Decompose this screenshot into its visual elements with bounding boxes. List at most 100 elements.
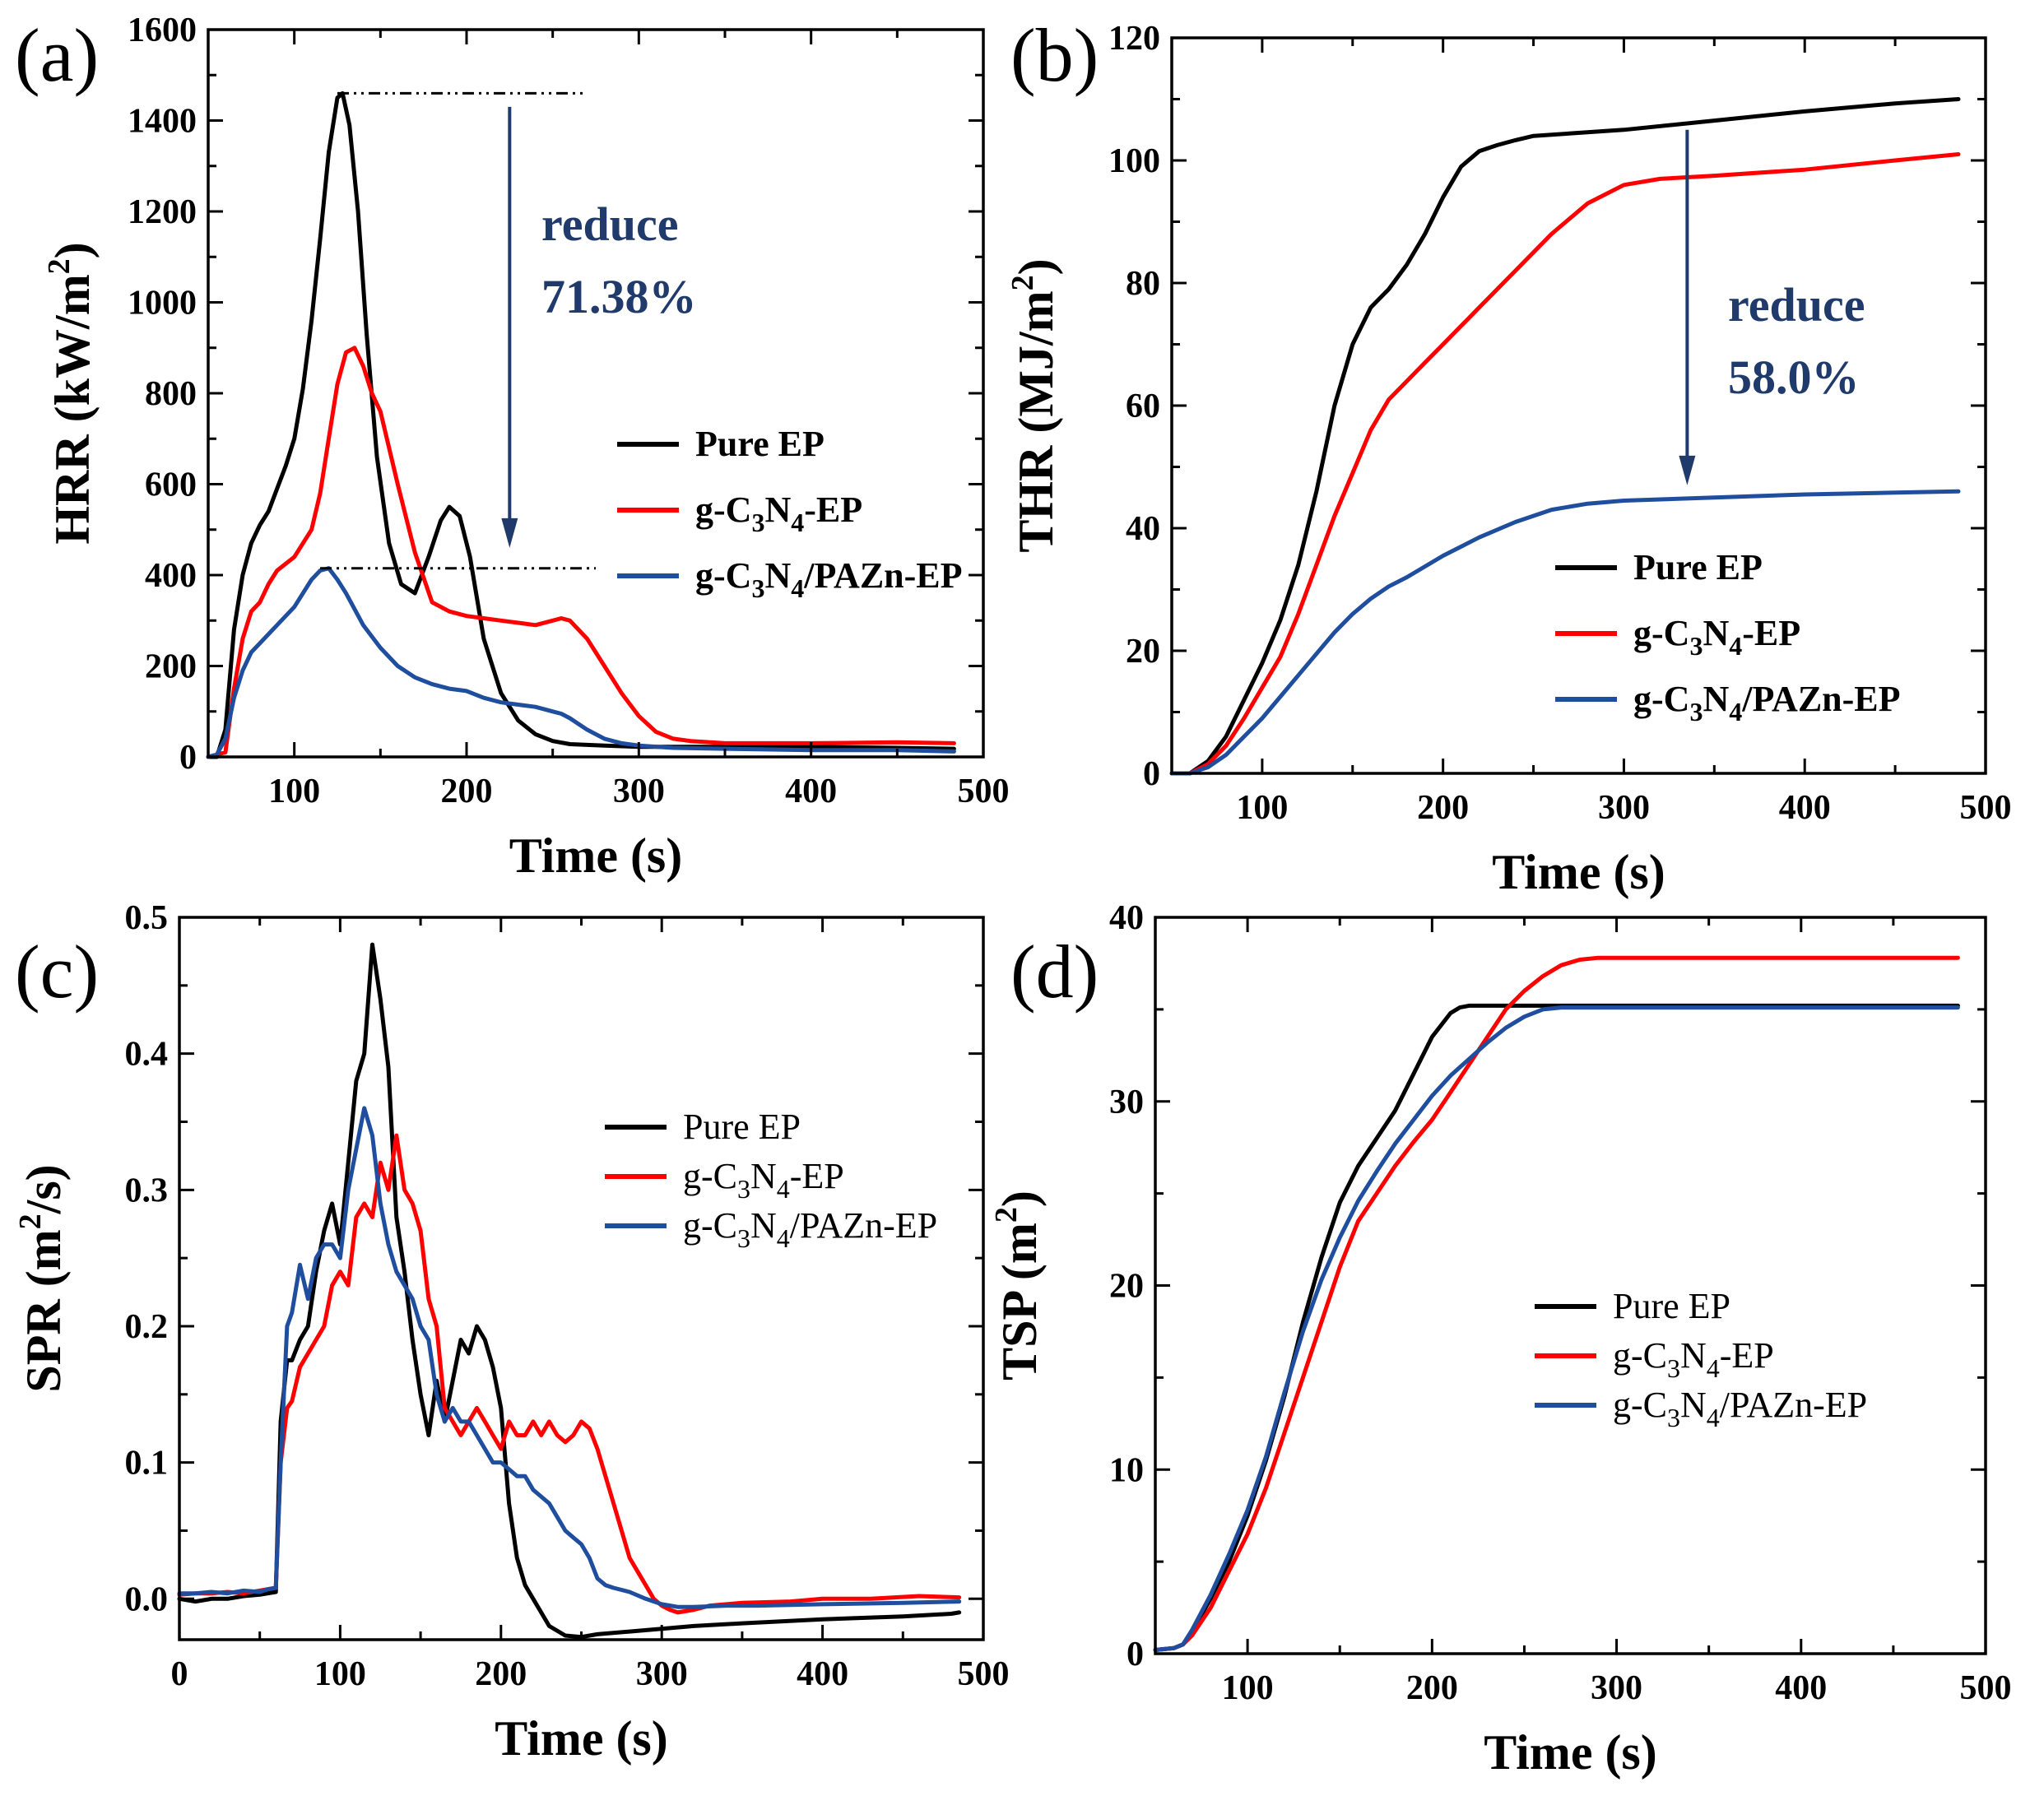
legend: Pure EPg-C3N4-EPg-C3N4/PAZn-EP (1535, 1286, 1867, 1432)
reduction-annotation: reduce 71.38% (320, 91, 697, 570)
legend-label-suffix: /PAZn-EP (1741, 679, 1900, 719)
y-axis-label-main: HRR (kW/m (45, 274, 100, 544)
y-axis-label-superscript: 2 (42, 258, 77, 274)
y-tick-label: 10 (1109, 1451, 1144, 1489)
x-tick-label: 100 (1236, 789, 1288, 827)
legend-label-mid: N (764, 490, 791, 530)
y-tick-label: 0.2 (125, 1308, 169, 1346)
y-tick-label: 0.4 (125, 1036, 169, 1074)
y-tick-label: 200 (145, 648, 197, 686)
legend-label-suffix: -EP (804, 490, 862, 530)
y-tick-label: 1400 (128, 103, 197, 141)
y-axis-label-superscript: 2 (1006, 275, 1040, 290)
legend-label-mid: N (1703, 613, 1729, 653)
y-tick-label: 20 (1109, 1268, 1144, 1306)
legend-label-suffix: -EP (1720, 1335, 1774, 1376)
reduction-arrow-head (501, 517, 518, 548)
panel-label: (c) (15, 930, 99, 1014)
series-line-0 (1153, 1003, 1960, 1652)
legend-label: g-C3N4/PAZn-EP (683, 1205, 937, 1253)
x-tick-label: 400 (785, 773, 837, 810)
x-axis-label: Time (s) (1484, 1725, 1657, 1780)
y-axis-label: HRR (kW/m2) (42, 242, 100, 544)
y-tick-label: 800 (145, 375, 197, 413)
legend-label-prefix: g-C (1613, 1385, 1667, 1425)
legend-label-subscript: 4 (777, 1223, 790, 1253)
legend-label-suffix: /PAZn-EP (803, 555, 962, 596)
legend-label-mid: N (1680, 1385, 1707, 1425)
y-axis-label-main: SPR (m (16, 1229, 71, 1392)
legend-label: g-C3N4/PAZn-EP (1613, 1385, 1867, 1432)
legend-label: g-C3N4-EP (1633, 613, 1800, 661)
y-tick-label: 0 (1127, 1636, 1144, 1673)
legend-label-subscript: 4 (791, 573, 804, 603)
x-tick-label: 200 (1406, 1669, 1458, 1707)
y-tick-label: 0.0 (125, 1580, 169, 1618)
legend-label-prefix: g-C (1613, 1335, 1667, 1376)
x-tick-label: 500 (958, 773, 1010, 810)
legend-label-subscript: 3 (1689, 697, 1703, 726)
legend-label-prefix: g-C (695, 490, 751, 530)
y-axis-label-end: ) (1009, 258, 1063, 275)
x-tick-label: 500 (1960, 789, 2012, 827)
y-axis-label-superscript: 2 (13, 1214, 48, 1229)
legend-label-subscript: 3 (737, 1223, 750, 1253)
panel-c-spr-chart: (c) 0 100 200 300 400 500 0.0 0.1 0.2 0.3 0.4 0.5 Tim… (13, 899, 1010, 1766)
legend-label-prefix: g-C (1633, 679, 1689, 719)
series-line-1 (1169, 152, 1961, 776)
legend-label-subscript: 3 (751, 573, 764, 603)
x-tick-label: 400 (1775, 1669, 1827, 1707)
series-line-2 (206, 566, 956, 759)
plot-frame (1154, 916, 1987, 1655)
legend-label-subscript: 4 (1729, 631, 1742, 661)
x-tick-label: 100 (1222, 1669, 1274, 1707)
legend-label: g-C3N4/PAZn-EP (1633, 679, 1901, 726)
y-tick-label: 120 (1108, 20, 1160, 58)
legend-label-subscript: 3 (737, 1174, 750, 1204)
legend-label-prefix: g-C (683, 1156, 737, 1196)
x-axis-label: Time (s) (509, 828, 683, 883)
series-line-2 (1153, 1005, 1960, 1652)
legend-label-prefix: g-C (1633, 613, 1689, 653)
x-tick-label: 400 (1779, 789, 1831, 827)
series-line-2 (1169, 489, 1961, 776)
x-tick-label: 200 (441, 773, 493, 810)
y-axis-label-main: THR (MJ/m (1009, 290, 1063, 552)
legend-label-prefix: g-C (695, 555, 751, 596)
x-tick-label: 500 (958, 1655, 1010, 1693)
x-tick-label: 300 (1598, 789, 1650, 827)
reduce-label: reduce (541, 197, 678, 251)
x-tick-label: 500 (1960, 1669, 2012, 1707)
legend-label-suffix: -EP (790, 1156, 844, 1196)
legend-label: Pure EP (1613, 1286, 1730, 1326)
panel-d-tsp-chart: (d) 100 200 300 400 500 0 10 20 30 40 Time (s) TSP (… (989, 899, 2012, 1780)
y-tick-label: 80 (1126, 265, 1160, 303)
plot-frame (178, 916, 985, 1641)
y-axis-label-end: /s) (16, 1164, 71, 1214)
legend-label-prefix: g-C (683, 1205, 737, 1246)
legend-label-subscript: 4 (1707, 1403, 1720, 1432)
panel-label: (a) (15, 13, 99, 97)
reduce-label: reduce (1728, 278, 1865, 332)
legend-label-suffix: /PAZn-EP (1720, 1385, 1867, 1425)
legend-label-subscript: 4 (791, 508, 804, 537)
reduce-percent: 71.38% (541, 270, 697, 323)
y-axis-label-main: TSP (m (992, 1223, 1047, 1381)
reduction-annotation: reduce 58.0% (1679, 129, 1865, 485)
y-tick-label: 0 (1143, 755, 1160, 793)
y-tick-label: 30 (1109, 1084, 1144, 1121)
y-tick-label: 0.1 (125, 1445, 169, 1483)
legend: Pure EPg-C3N4-EPg-C3N4/PAZn-EP (1555, 547, 1901, 726)
legend: Pure EPg-C3N4-EPg-C3N4/PAZn-EP (605, 1107, 937, 1253)
y-tick-label: 400 (145, 557, 197, 595)
panel-label: (d) (1010, 930, 1099, 1014)
panel-a-hrr-chart: (a) 100 200 300 400 500 0 200 400 600 800 1000 1200 1… (15, 12, 1010, 883)
y-tick-label: 40 (1126, 510, 1160, 548)
y-tick-label: 60 (1126, 388, 1160, 425)
y-axis-label-end: ) (45, 242, 100, 258)
y-tick-label: 0 (179, 739, 197, 777)
panel-label: (b) (1010, 13, 1099, 97)
y-axis-label: THR (MJ/m2) (1006, 258, 1063, 552)
y-tick-label: 0.3 (125, 1172, 169, 1209)
legend-label: g-C3N4/PAZn-EP (695, 555, 963, 603)
